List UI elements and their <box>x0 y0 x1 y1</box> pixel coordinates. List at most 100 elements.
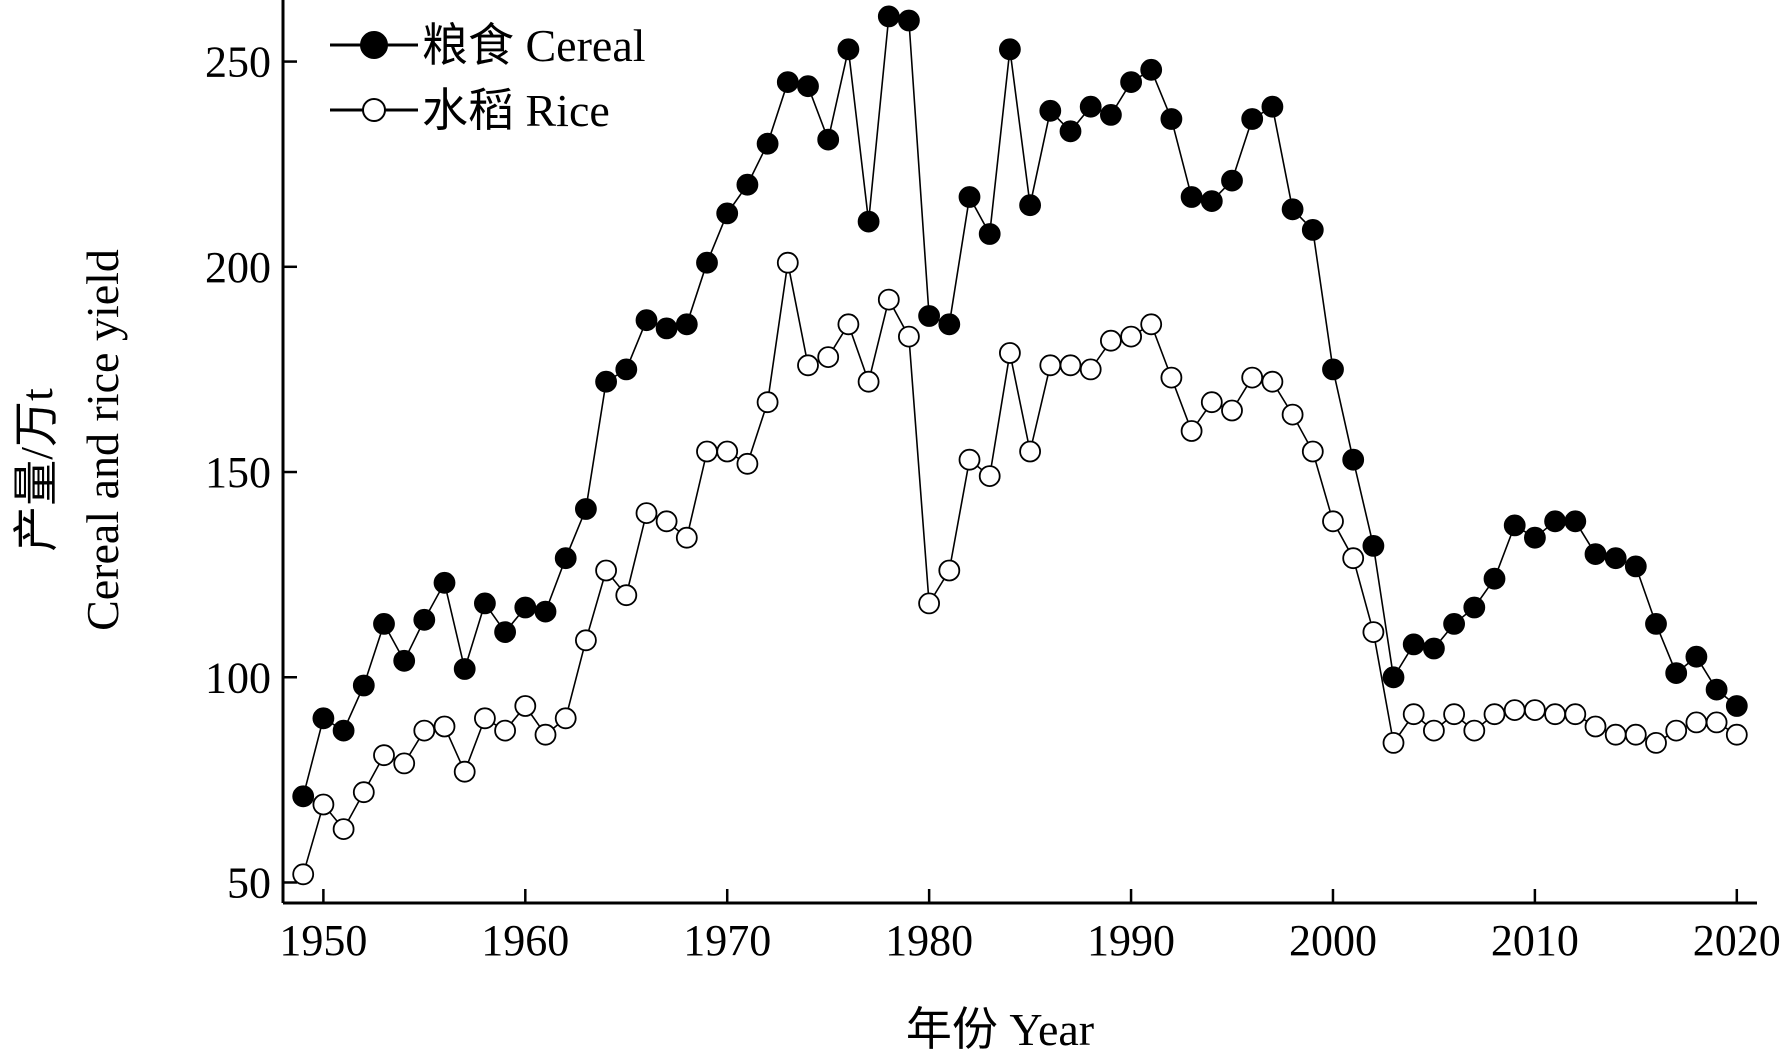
cereal-data-point <box>736 173 759 196</box>
cereal-data-point <box>514 596 537 619</box>
rice-data-point <box>655 510 678 533</box>
cereal-data-point <box>776 71 799 93</box>
rice-data-point <box>1604 723 1627 746</box>
cereal-data-point <box>1019 194 1041 217</box>
rice-data-point <box>877 288 900 311</box>
y-axis-title-line-2: Cereal and rice yield <box>77 249 128 631</box>
cereal-data-point <box>1483 567 1506 590</box>
rice-data-point <box>1100 329 1122 352</box>
x-tick-label: 2020 <box>1693 916 1781 965</box>
rice-data-point <box>1281 403 1304 426</box>
rice-data-point <box>1645 732 1667 754</box>
rice-data-point <box>1685 711 1708 734</box>
x-tick-label: 1960 <box>481 916 569 965</box>
rice-data-point <box>1200 391 1223 414</box>
rice-data-point <box>716 440 739 463</box>
legend-rice-marker <box>362 98 386 122</box>
cereal-data-point <box>1281 198 1304 221</box>
x-tick-label: 1990 <box>1087 916 1175 965</box>
rice-data-point <box>1160 366 1183 389</box>
rice-data-point <box>1443 703 1465 726</box>
cereal-data-point <box>1079 95 1102 118</box>
x-tick-label: 1970 <box>683 916 771 965</box>
rice-data-point <box>1039 354 1062 377</box>
rice-data-point <box>938 559 961 582</box>
cereal-data-point <box>1402 633 1425 656</box>
x-tick-label: 1980 <box>885 916 973 965</box>
cereal-data-point <box>473 592 496 615</box>
cereal-data-point <box>696 251 718 274</box>
cereal-data-point <box>1382 666 1405 689</box>
rice-data-point <box>1423 719 1445 742</box>
y-tick-label: 200 <box>205 243 271 292</box>
cereal-data-point <box>1241 108 1264 130</box>
rice-data-point <box>978 465 1001 488</box>
rice-data-point <box>918 592 940 615</box>
cereal-data-point <box>332 719 355 742</box>
cereal-data-point <box>575 498 597 520</box>
rice-data-point <box>1463 719 1486 742</box>
cereal-data-point <box>1705 678 1728 701</box>
cereal-data-point <box>595 370 617 393</box>
cereal-data-point <box>635 309 658 332</box>
rice-data-point <box>1322 510 1344 533</box>
cereal-data-point <box>615 358 638 381</box>
cereal-data-point <box>1584 543 1607 565</box>
rice-data-point <box>595 559 617 582</box>
cereal-data-point <box>1665 662 1688 684</box>
cereal-data-point <box>1645 613 1667 635</box>
cereal-data-point <box>877 5 900 28</box>
rice-data-point <box>1725 723 1748 746</box>
cereal-data-point <box>1342 448 1365 471</box>
cereal-data-point <box>1524 526 1546 549</box>
cereal-data-point <box>1725 695 1748 717</box>
rice-data-point <box>756 391 779 414</box>
cereal-data-point <box>756 132 779 155</box>
rice-data-point <box>1059 354 1082 377</box>
rice-data-point <box>554 707 577 730</box>
rice-data-point <box>837 313 860 336</box>
y-tick-label: 150 <box>205 448 271 497</box>
cereal-data-point <box>1604 547 1627 570</box>
rice-data-point <box>1483 703 1506 726</box>
rice-data-point <box>1402 703 1425 726</box>
rice-data-point <box>1705 711 1728 734</box>
rice-data-point <box>514 695 537 717</box>
rice-data-point <box>1624 723 1647 746</box>
cereal-data-point <box>817 128 840 151</box>
legend-cereal-marker <box>360 31 388 59</box>
cereal-data-point <box>292 785 315 808</box>
x-tick-label: 1950 <box>279 916 367 965</box>
rice-data-point <box>575 629 597 652</box>
rice-data-point <box>1524 699 1546 721</box>
cereal-data-point <box>1100 104 1122 126</box>
cereal-data-point <box>716 202 739 225</box>
y-axis-title-line-1: 产量/万t <box>11 388 62 552</box>
cereal-data-point <box>1039 99 1062 122</box>
cereal-data-point <box>655 317 678 340</box>
rice-data-point <box>1019 440 1041 463</box>
rice-data-point <box>615 584 638 607</box>
cereal-data-point <box>999 38 1021 61</box>
cereal-data-point <box>312 707 335 730</box>
y-tick-label: 100 <box>205 653 271 702</box>
rice-data-point <box>453 760 476 783</box>
rice-data-point <box>797 354 819 377</box>
cereal-data-point <box>1221 169 1243 192</box>
cereal-data-point <box>534 600 557 623</box>
rice-data-point <box>898 325 920 348</box>
cereal-data-point <box>938 313 961 336</box>
cereal-data-point <box>1200 190 1223 213</box>
rice-data-point <box>958 448 981 471</box>
rice-data-point <box>1261 370 1284 393</box>
cereal-data-point <box>1685 645 1708 668</box>
cereal-data-point <box>494 621 517 643</box>
cereal-data-point <box>898 9 920 32</box>
cereal-data-point <box>1261 95 1284 118</box>
rice-data-point <box>1382 732 1405 754</box>
cereal-data-point <box>675 313 698 336</box>
cereal-data-point <box>1301 218 1324 241</box>
rice-data-point <box>393 752 416 775</box>
